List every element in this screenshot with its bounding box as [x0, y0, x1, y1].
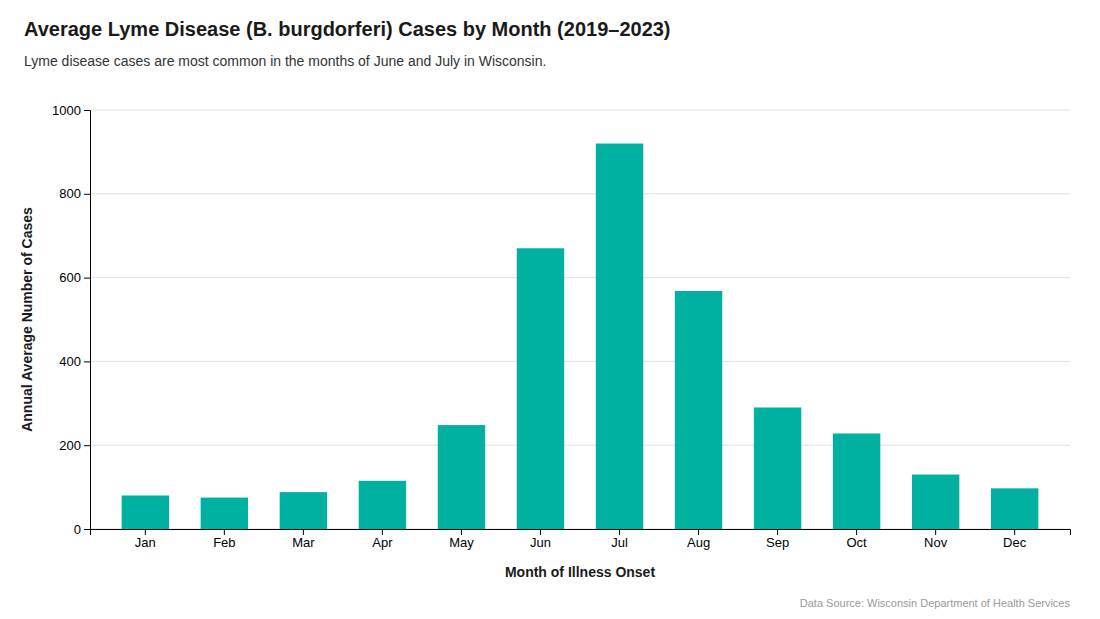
x-tick-label: Nov [924, 535, 948, 550]
y-axis-title: Annual Average Number of Cases [19, 207, 35, 432]
x-tick-mark [619, 529, 620, 535]
x-tick-label: Aug [687, 535, 710, 550]
bar [438, 425, 485, 529]
x-tick-label: Jan [135, 535, 156, 550]
grid-line [90, 445, 1070, 446]
x-axis: Jan Feb Mar Apr May Jun Jul Aug Sep Oct Nov Dec [91, 529, 1071, 550]
bar [280, 492, 327, 529]
x-tick-label: May [449, 535, 474, 550]
y-tick-label: 0 [74, 522, 81, 537]
y-tick: 1000 [52, 103, 90, 118]
x-tick-label: Feb [213, 535, 235, 550]
x-tick: Nov [924, 529, 948, 550]
y-tick-mark [84, 194, 90, 195]
y-tick: 0 [74, 522, 90, 537]
y-tick-mark [84, 110, 90, 111]
x-tick: May [449, 529, 474, 550]
marks [122, 144, 1039, 529]
y-tick: 800 [59, 186, 90, 201]
x-tick-mark [1014, 529, 1015, 535]
x-tick-mark [540, 529, 541, 535]
x-tick: Mar [292, 529, 315, 550]
plot: Jan Feb Mar Apr May Jun Jul Aug Sep Oct Nov Dec 0 200… [19, 103, 1071, 580]
subtitle: Lyme disease cases are most common in th… [24, 53, 546, 69]
y-tick-label: 400 [59, 354, 81, 369]
y-tick-mark [84, 361, 90, 362]
bar [754, 407, 801, 529]
y-tick-mark [84, 278, 90, 279]
x-tick-mark [224, 529, 225, 535]
grid-line [90, 110, 1070, 111]
grid-line [90, 193, 1070, 194]
grid-line [90, 277, 1070, 278]
x-tick-mark [856, 529, 857, 535]
bar [201, 498, 248, 529]
x-tick: Sep [766, 529, 789, 550]
x-tick-label: Oct [846, 535, 867, 550]
bar [359, 481, 406, 529]
title: Average Lyme Disease (B. burgdorferi) Ca… [24, 18, 671, 40]
y-axis-line [84, 111, 91, 530]
x-tick-mark [777, 529, 778, 535]
x-tick: Oct [846, 529, 867, 550]
x-tick-mark [461, 529, 462, 535]
x-tick-label: Dec [1003, 535, 1027, 550]
grid [90, 110, 1070, 529]
bar [675, 291, 722, 529]
y-tick-label: 800 [59, 186, 81, 201]
bar [517, 248, 564, 529]
y-tick: 200 [59, 438, 90, 453]
x-tick: Jan [135, 529, 156, 550]
y-tick-mark [84, 445, 90, 446]
x-tick-label: Sep [766, 535, 789, 550]
y-axis: 0 200 400 600 800 1000 [52, 103, 90, 537]
x-tick-mark [935, 529, 936, 535]
x-axis-title: Month of Illness Onset [505, 564, 655, 580]
y-tick: 600 [59, 270, 90, 285]
x-tick-mark [698, 529, 699, 535]
chart: Average Lyme Disease (B. burgdorferi) Ca… [0, 0, 1100, 619]
x-tick: Aug [687, 529, 710, 550]
x-tick-label: Jul [611, 535, 628, 550]
y-tick: 400 [59, 354, 90, 369]
y-tick-mark [84, 529, 90, 530]
x-tick-mark [382, 529, 383, 535]
y-tick-label: 200 [59, 438, 81, 453]
x-tick-label: Mar [292, 535, 315, 550]
y-tick-label: 1000 [52, 103, 81, 118]
source: Data Source: Wisconsin Department of Hea… [800, 597, 1071, 609]
bar [833, 433, 880, 529]
bar [912, 475, 959, 529]
bar [596, 144, 643, 529]
grid-line [90, 361, 1070, 362]
x-tick: Jun [530, 529, 551, 550]
x-tick: Apr [372, 529, 393, 550]
x-axis-line [91, 530, 1071, 536]
bar [122, 495, 169, 529]
x-tick: Dec [1003, 529, 1027, 550]
x-tick-mark [303, 529, 304, 535]
y-tick-label: 600 [59, 270, 81, 285]
x-tick-mark [145, 529, 146, 535]
x-tick: Jul [611, 529, 628, 550]
x-tick-label: Jun [530, 535, 551, 550]
bar [991, 488, 1038, 529]
x-tick-label: Apr [372, 535, 393, 550]
x-tick: Feb [213, 529, 235, 550]
